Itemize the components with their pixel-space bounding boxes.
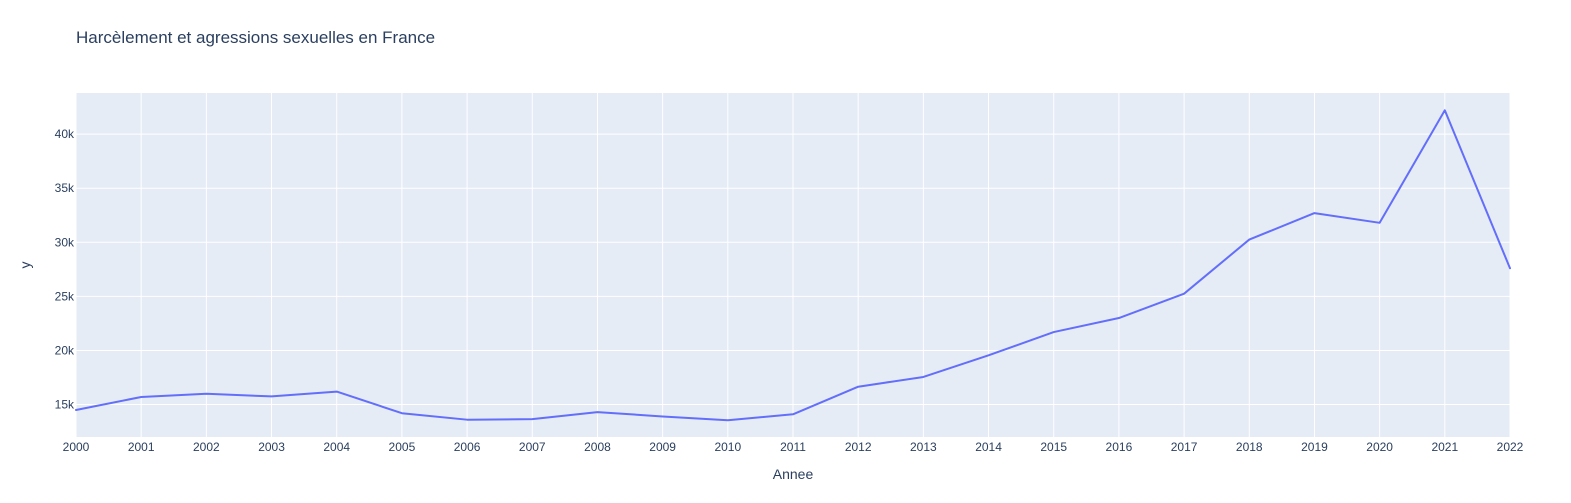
- x-tick-label: 2020: [1366, 440, 1393, 454]
- x-tick-label: 2013: [910, 440, 937, 454]
- series-layer: [75, 109, 1511, 422]
- grid-lines: [75, 93, 1511, 437]
- x-tick-label: 2021: [1431, 440, 1458, 454]
- x-tick-label: 2006: [454, 440, 481, 454]
- x-tick-label: 2000: [63, 440, 90, 454]
- x-tick-label: 2022: [1497, 440, 1524, 454]
- x-tick-label: 2005: [389, 440, 416, 454]
- x-tick-label: 2003: [258, 440, 285, 454]
- x-tick-label: 2010: [714, 440, 741, 454]
- x-tick-label: 2017: [1171, 440, 1198, 454]
- x-tick-label: 2019: [1301, 440, 1328, 454]
- y-axis-ticks: 15k 20k 25k 30k 35k 40k: [55, 127, 75, 411]
- x-tick-label: 2007: [519, 440, 546, 454]
- x-tick-label: 2008: [584, 440, 611, 454]
- x-tick-label: 2012: [845, 440, 872, 454]
- y-tick-label: 15k: [55, 398, 75, 412]
- x-tick-label: 2014: [975, 440, 1002, 454]
- y-tick-label: 35k: [55, 181, 75, 195]
- y-tick-label: 30k: [55, 235, 75, 249]
- x-tick-label: 2009: [649, 440, 676, 454]
- x-tick-label: 2016: [1106, 440, 1133, 454]
- x-tick-label: 2015: [1040, 440, 1067, 454]
- y-axis-title: y: [17, 262, 33, 269]
- x-tick-label: 2001: [128, 440, 155, 454]
- x-axis-ticks: 2000 2001 2002 2003 2004 2005 2006 2007 2008 2009…: [63, 440, 1524, 454]
- x-axis-title: Annee: [773, 466, 814, 482]
- y-tick-label: 25k: [55, 289, 75, 303]
- series-line-0: [75, 109, 1511, 422]
- x-tick-label: 2004: [323, 440, 350, 454]
- x-tick-label: 2002: [193, 440, 220, 454]
- chart-title: Harcèlement et agressions sexuelles en F…: [76, 28, 435, 47]
- y-tick-label: 40k: [55, 127, 75, 141]
- x-tick-label: 2018: [1236, 440, 1263, 454]
- y-tick-label: 20k: [55, 343, 75, 357]
- x-tick-label: 2011: [780, 440, 806, 454]
